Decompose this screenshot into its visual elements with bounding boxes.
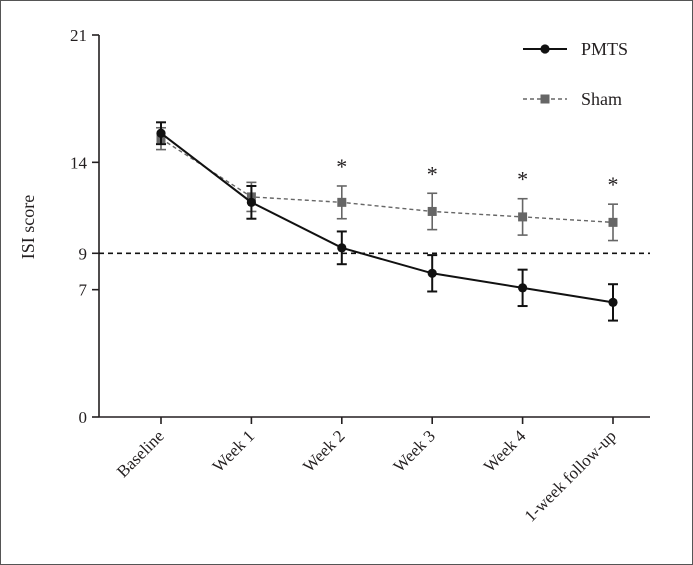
- data-point: [518, 283, 528, 293]
- y-tick-label: 14: [70, 153, 88, 172]
- data-point: [427, 206, 437, 216]
- series-line-sham: [160, 138, 614, 224]
- x-tick-label: Week 1: [209, 426, 259, 476]
- y-tick-label: 0: [79, 408, 88, 427]
- legend-label: Sham: [581, 89, 622, 109]
- y-axis-title: ISI score: [18, 195, 38, 259]
- x-tick-label: Week 3: [390, 426, 440, 476]
- x-tick-label: Baseline: [113, 426, 168, 481]
- legend-marker: [540, 94, 550, 104]
- y-tick-label: 21: [70, 26, 87, 45]
- data-point: [427, 268, 437, 278]
- data-point: [608, 297, 618, 307]
- significance-star: *: [517, 167, 528, 192]
- data-point: [608, 217, 618, 227]
- y-tick-label: 9: [79, 244, 88, 263]
- x-tick-label: 1-week follow-up: [521, 426, 620, 525]
- x-tick-label: Week 4: [480, 426, 530, 476]
- data-point: [337, 197, 347, 207]
- legend-marker: [540, 44, 550, 54]
- x-tick-label: Week 2: [299, 426, 349, 476]
- y-tick-label: 7: [79, 281, 88, 300]
- legend-item-pmts: PMTS: [523, 39, 628, 59]
- significance-star: *: [608, 172, 619, 197]
- legend-item-sham: Sham: [523, 89, 622, 109]
- series-pmts: [156, 121, 618, 322]
- data-point: [156, 128, 166, 138]
- data-point: [246, 197, 256, 207]
- series-group: [156, 121, 618, 322]
- axes: 0 7 9 14 21 Baseline Week 1 Week 2 Week 3 Week 41…: [70, 26, 650, 526]
- legend: PMTS Sham: [523, 39, 628, 109]
- significance-star: *: [336, 154, 347, 179]
- data-point: [518, 212, 528, 222]
- significance-markers: * * * *: [336, 154, 618, 197]
- series-sham: [156, 126, 618, 242]
- legend-label: PMTS: [581, 39, 628, 59]
- series-line-pmts: [160, 132, 614, 304]
- significance-star: *: [427, 161, 438, 186]
- data-point: [337, 243, 347, 253]
